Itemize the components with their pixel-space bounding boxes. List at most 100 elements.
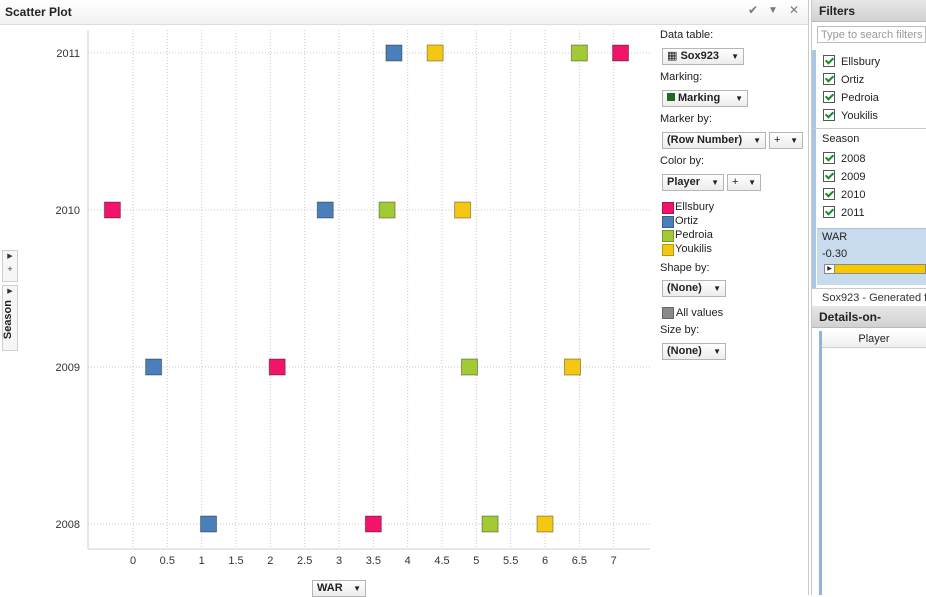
y-tick-label: 2010 <box>56 205 80 217</box>
checkbox[interactable] <box>823 91 835 103</box>
chevron-down-icon: ▼ <box>353 584 361 593</box>
marker-ortiz-2010[interactable] <box>316 201 334 219</box>
filters-title: Filters <box>819 4 856 18</box>
season-filter-label: 2010 <box>841 189 866 201</box>
checkbox[interactable] <box>823 206 835 218</box>
y-axis-selector-rail[interactable]: ▶ <box>2 285 18 351</box>
legend-label-ellsbury[interactable]: Ellsbury <box>675 201 715 213</box>
all-values-label: All values <box>676 307 724 319</box>
war-range-slider[interactable] <box>824 264 926 274</box>
marker-pedroia-2009[interactable] <box>460 358 478 376</box>
expand-arrow-icon[interactable]: ▶ <box>7 253 13 260</box>
marker-ortiz-2009[interactable] <box>145 358 163 376</box>
marker-youkilis-2008[interactable] <box>536 515 554 533</box>
marker-by-value: (Row Number) <box>667 134 743 146</box>
marker-pedroia-2008[interactable] <box>481 515 499 533</box>
shape-by-label: Shape by: <box>660 262 710 274</box>
marker-ellsbury-2008[interactable] <box>364 515 382 533</box>
size-by-value: (None) <box>667 345 702 357</box>
panel-divider-inner <box>811 0 812 595</box>
player-filter-label: Ellsbury <box>841 56 881 68</box>
season-filter-label: 2009 <box>841 171 866 183</box>
x-axis-selector-value: WAR <box>317 582 343 594</box>
marker-youkilis-2009[interactable] <box>563 358 581 376</box>
checkbox[interactable] <box>823 152 835 164</box>
legend-swatch-ortiz[interactable] <box>662 216 674 228</box>
marker-ellsbury-2009[interactable] <box>268 358 286 376</box>
marker-ortiz-2008[interactable] <box>200 515 218 533</box>
checkbox[interactable] <box>823 170 835 182</box>
player-filter-label: Ortiz <box>841 74 865 86</box>
legend-swatch-youkilis[interactable] <box>662 244 674 256</box>
y-axis-rail-control[interactable]: ▶ + <box>2 250 18 282</box>
y-tick-label: 2011 <box>56 48 80 60</box>
x-tick-label: 2 <box>267 555 273 567</box>
color-by-label: Color by: <box>660 155 705 167</box>
x-tick-label: 4 <box>405 555 411 567</box>
x-tick-label: 1.5 <box>228 555 243 567</box>
x-tick-label: 7 <box>611 555 617 567</box>
marker-ellsbury-2010[interactable] <box>103 201 121 219</box>
season-filter-2011[interactable]: 2011 <box>823 206 865 219</box>
checkbox[interactable] <box>823 55 835 67</box>
expand-arrow-icon[interactable]: ▶ <box>7 288 13 295</box>
checkbox[interactable] <box>823 73 835 85</box>
checkbox[interactable] <box>823 109 835 121</box>
legend-swatch-pedroia[interactable] <box>662 230 674 242</box>
details-column-header[interactable]: Player <box>822 331 926 348</box>
details-header: Details-on-Demand <box>812 306 926 346</box>
legend-swatch-ellsbury[interactable] <box>662 202 674 214</box>
scatter-plot-area[interactable]: 0 0.5 1 1.5 2 2.5 3 3.5 4 4.5 5 5.5 6 6.5 7 2011 2010 200… <box>0 24 655 595</box>
checkbox[interactable] <box>823 188 835 200</box>
size-by-dropdown[interactable]: (None) ▼ <box>662 343 726 360</box>
data-table-dropdown[interactable]: ▦ Sox923 ▼ <box>662 48 744 65</box>
marker-by-add-button[interactable]: + ▼ <box>769 132 803 149</box>
color-by-add-button[interactable]: + ▼ <box>727 174 761 191</box>
plus-icon[interactable]: + <box>7 264 13 274</box>
war-slider-handle[interactable]: ▶ <box>824 264 835 274</box>
all-values-swatch <box>662 307 674 319</box>
player-filter-pedroia[interactable]: Pedroia <box>823 91 879 104</box>
marking-dropdown[interactable]: Marking ▼ <box>662 90 748 107</box>
filter-separator <box>812 288 926 289</box>
season-filter-label: 2011 <box>841 207 865 219</box>
chevron-down-icon: ▼ <box>713 347 721 356</box>
season-filter-label: 2008 <box>841 153 866 165</box>
marking-value: Marking <box>678 92 721 104</box>
shape-by-dropdown[interactable]: (None) ▼ <box>662 280 726 297</box>
chevron-down-icon: ▼ <box>735 94 743 103</box>
player-filter-ellsbury[interactable]: Ellsbury <box>823 55 880 68</box>
y-tick-label: 2009 <box>56 362 80 374</box>
filter-search-input[interactable]: Type to search filters <box>817 26 926 43</box>
filters-header: Filters <box>812 0 926 22</box>
legend-label-ortiz[interactable]: Ortiz <box>675 215 699 227</box>
marker-by-dropdown[interactable]: (Row Number) ▼ <box>662 132 766 149</box>
marker-youkilis-2010[interactable] <box>454 201 472 219</box>
marker-pedroia-2011[interactable] <box>570 44 588 62</box>
close-icon[interactable]: ✕ <box>789 3 800 17</box>
season-filter-label: Season <box>822 133 860 145</box>
marker-ortiz-2011[interactable] <box>385 44 403 62</box>
data-source-text: Sox923 - Generated f <box>822 292 926 304</box>
season-filter-2010[interactable]: 2010 <box>823 188 865 201</box>
player-filter-youkilis[interactable]: Youkilis <box>823 109 878 122</box>
menu-dropdown-icon[interactable]: ▼ <box>768 5 778 16</box>
x-axis-selector[interactable]: WAR ▼ <box>312 580 366 597</box>
season-filter-2009[interactable]: 2009 <box>823 170 865 183</box>
legend-label-youkilis[interactable]: Youkilis <box>675 243 712 255</box>
marker-by-label: Marker by: <box>660 113 712 125</box>
panel-divider[interactable] <box>808 0 809 595</box>
marker-youkilis-2011[interactable] <box>426 44 444 62</box>
check-icon[interactable]: ✔ <box>748 3 759 17</box>
chevron-down-icon: ▼ <box>753 136 761 145</box>
y-tick-label: 2008 <box>56 519 80 531</box>
legend-label-pedroia[interactable]: Pedroia <box>675 229 713 241</box>
marker-ellsbury-2011[interactable] <box>612 44 630 62</box>
chevron-down-icon: ▼ <box>713 284 721 293</box>
scatter-plot-header: Scatter Plot ✔ ▼ ✕ <box>0 0 808 25</box>
color-by-dropdown[interactable]: Player ▼ <box>662 174 724 191</box>
marker-pedroia-2010[interactable] <box>378 201 396 219</box>
player-filter-ortiz[interactable]: Ortiz <box>823 73 864 86</box>
season-filter-2008[interactable]: 2008 <box>823 152 865 165</box>
war-filter <box>817 228 926 285</box>
